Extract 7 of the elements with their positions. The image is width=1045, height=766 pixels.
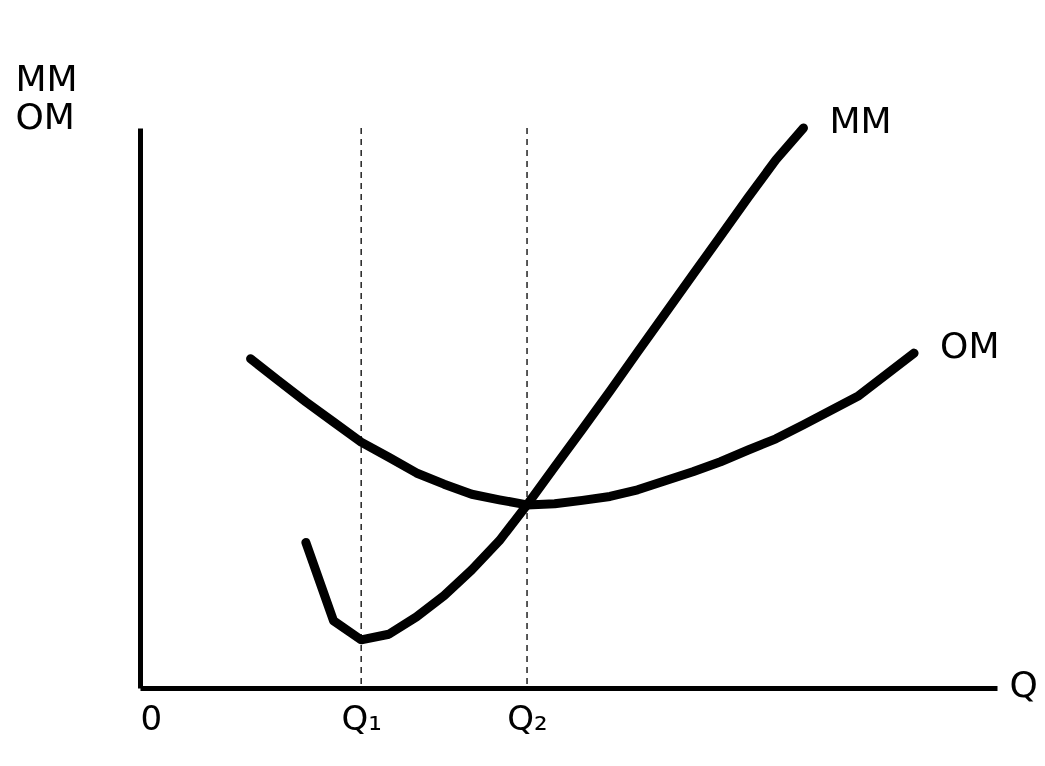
y-axis-title: MM OM	[15, 57, 78, 137]
x-tick-label: Q₂	[507, 697, 548, 738]
x-axis-title: Q	[1009, 663, 1038, 705]
series-label: OM	[940, 325, 1000, 367]
x-tick-label: 0	[140, 697, 163, 738]
x-tick-label: Q₁	[341, 697, 382, 738]
series-label: MM	[829, 100, 892, 141]
